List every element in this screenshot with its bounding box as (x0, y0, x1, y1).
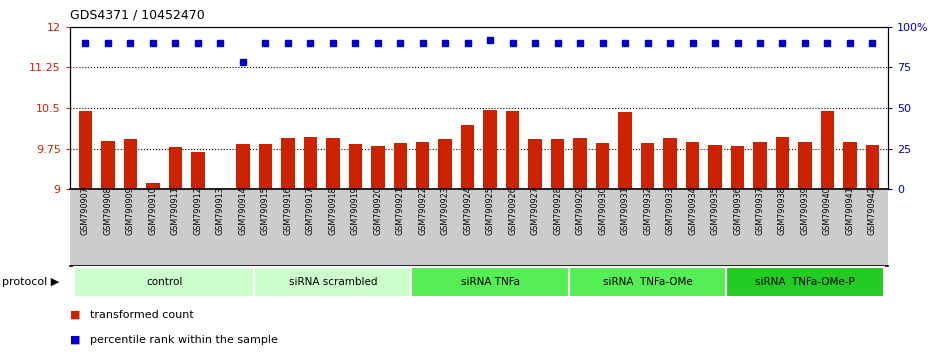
Bar (528, 139, 542, 189)
Bar (281, 138, 295, 189)
Text: protocol ▶: protocol ▶ (2, 277, 60, 287)
Bar (101, 141, 114, 189)
Bar (416, 142, 430, 189)
Bar (168, 147, 182, 189)
Bar (371, 146, 384, 189)
Bar (303, 137, 317, 189)
Bar (574, 138, 587, 189)
Bar (259, 144, 272, 189)
Bar (393, 143, 407, 189)
Bar (798, 142, 812, 189)
Bar (866, 145, 879, 189)
Text: siRNA  TNFa-OMe-P: siRNA TNFa-OMe-P (755, 277, 855, 287)
Text: siRNA TNFa: siRNA TNFa (460, 277, 520, 287)
Bar (844, 142, 857, 189)
Bar (569, 267, 726, 297)
Bar (753, 142, 766, 189)
Bar (411, 267, 569, 297)
Bar (461, 125, 474, 189)
Bar (596, 143, 609, 189)
Bar (438, 139, 452, 189)
Text: percentile rank within the sample: percentile rank within the sample (90, 335, 278, 345)
Text: siRNA scrambled: siRNA scrambled (288, 277, 377, 287)
Bar (685, 142, 699, 189)
Text: transformed count: transformed count (90, 310, 194, 320)
Bar (663, 138, 677, 189)
Bar (618, 112, 631, 189)
Text: ■: ■ (70, 335, 80, 345)
Bar (551, 139, 565, 189)
Bar (731, 146, 744, 189)
Bar (79, 111, 92, 189)
Text: ■: ■ (70, 310, 80, 320)
Bar (146, 183, 160, 189)
Bar (484, 110, 497, 189)
Bar (349, 144, 362, 189)
Bar (820, 111, 834, 189)
Text: control: control (146, 277, 182, 287)
Bar (506, 111, 520, 189)
Bar (709, 145, 722, 189)
Bar (74, 267, 254, 297)
Bar (192, 153, 205, 189)
Bar (641, 143, 655, 189)
Bar (326, 138, 339, 189)
Bar (776, 137, 790, 189)
Bar (236, 144, 249, 189)
Bar (124, 139, 138, 189)
Text: siRNA  TNFa-OMe: siRNA TNFa-OMe (603, 277, 693, 287)
Bar (726, 267, 884, 297)
Text: GDS4371 / 10452470: GDS4371 / 10452470 (70, 9, 205, 22)
Bar (254, 267, 411, 297)
